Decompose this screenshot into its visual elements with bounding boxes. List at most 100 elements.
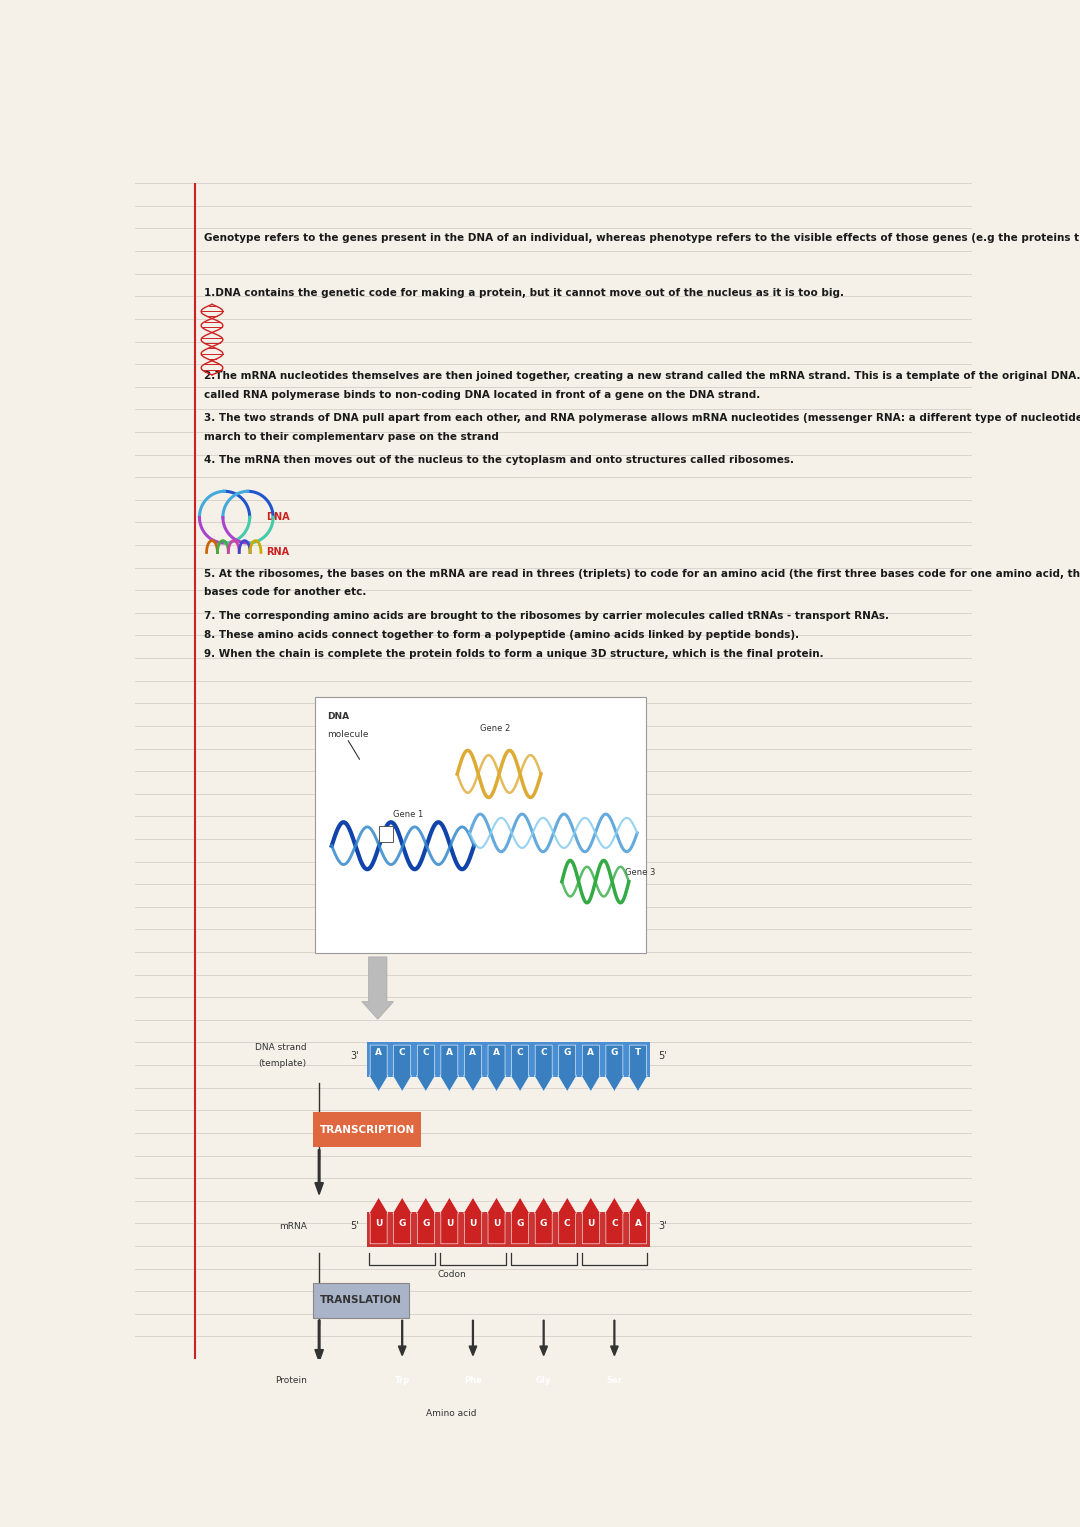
FancyArrow shape [417,1197,435,1245]
FancyArrow shape [511,1197,529,1245]
FancyArrow shape [535,1197,553,1245]
Text: C: C [564,1220,570,1228]
Text: 3. The two strands of DNA pull apart from each other, and RNA polymerase allows : 3. The two strands of DNA pull apart fro… [204,414,1080,423]
Polygon shape [531,1368,556,1393]
FancyArrow shape [440,1044,459,1092]
FancyArrow shape [511,1044,529,1092]
FancyBboxPatch shape [313,1112,421,1147]
Text: 2.The mRNA nucleotides themselves are then joined together, creating a new stran: 2.The mRNA nucleotides themselves are th… [204,371,1080,382]
Text: C: C [516,1048,524,1057]
FancyArrow shape [610,1321,618,1356]
Bar [379,826,393,843]
Text: G: G [564,1048,571,1057]
Text: C: C [422,1048,429,1057]
FancyArrow shape [362,957,393,1019]
Text: (template): (template) [258,1060,307,1069]
Text: 9. When the chain is complete the protein folds to form a unique 3D structure, w: 9. When the chain is complete the protei… [204,649,823,658]
Text: Gene 2: Gene 2 [480,724,510,733]
Text: Trp: Trp [394,1376,409,1385]
Text: 3': 3' [350,1051,359,1061]
FancyArrow shape [581,1197,600,1245]
Text: Genotype refers to the genes present in the DNA of an individual, whereas phenot: Genotype refers to the genes present in … [204,234,1080,243]
Polygon shape [390,1368,415,1393]
Text: Ser: Ser [606,1376,622,1385]
Text: TRANSLATION: TRANSLATION [320,1295,402,1306]
FancyArrow shape [463,1044,483,1092]
Text: A: A [634,1220,642,1228]
Text: Gly: Gly [536,1376,552,1385]
FancyArrow shape [487,1044,505,1092]
Text: DNA: DNA [267,512,291,522]
Text: G: G [540,1220,548,1228]
FancyArrow shape [469,1321,476,1356]
Text: bases code for another etc.: bases code for another etc. [204,588,366,597]
Text: molecule: molecule [327,730,369,739]
Text: 1.DNA contains the genetic code for making a protein, but it cannot move out of : 1.DNA contains the genetic code for maki… [204,289,843,298]
FancyArrow shape [393,1197,411,1245]
Text: A: A [470,1048,476,1057]
Text: 5': 5' [658,1051,666,1061]
Text: DNA: DNA [327,712,350,721]
FancyArrow shape [535,1044,553,1092]
Text: U: U [588,1220,594,1228]
Text: Amino acid: Amino acid [427,1408,477,1417]
FancyArrow shape [629,1197,647,1245]
Text: G: G [610,1048,618,1057]
Text: 5. At the ribosomes, the bases on the mRNA are read in threes (triplets) to code: 5. At the ribosomes, the bases on the mR… [204,568,1080,579]
Text: 3': 3' [658,1222,666,1231]
FancyBboxPatch shape [367,1212,650,1248]
Text: Protein: Protein [274,1376,307,1385]
Text: 4. The mRNA then moves out of the nucleus to the cytoplasm and onto structures c: 4. The mRNA then moves out of the nucleu… [204,455,794,464]
FancyBboxPatch shape [313,1283,408,1318]
Text: C: C [611,1220,618,1228]
Text: A: A [375,1048,382,1057]
Text: A: A [492,1048,500,1057]
FancyArrow shape [487,1197,505,1245]
Text: RNA: RNA [267,548,289,557]
Text: C: C [540,1048,546,1057]
Text: Phe: Phe [464,1376,482,1385]
FancyArrow shape [463,1197,483,1245]
Text: G: G [399,1220,406,1228]
FancyArrow shape [605,1197,624,1245]
FancyArrow shape [399,1321,406,1356]
FancyArrow shape [315,1321,323,1362]
Text: TRANSCRIPTION: TRANSCRIPTION [320,1125,415,1135]
Text: called RNA polymerase binds to non-coding DNA located in front of a gene on the : called RNA polymerase binds to non-codin… [204,389,760,400]
FancyArrow shape [315,1150,323,1194]
Text: 5': 5' [350,1222,359,1231]
FancyArrow shape [557,1044,577,1092]
FancyBboxPatch shape [367,1041,650,1077]
FancyArrow shape [557,1197,577,1245]
FancyArrow shape [540,1321,548,1356]
Text: U: U [469,1220,476,1228]
Text: T: T [635,1048,642,1057]
Text: DNA strand: DNA strand [255,1043,307,1052]
Text: Codon: Codon [437,1270,467,1280]
FancyArrow shape [629,1044,647,1092]
FancyArrow shape [417,1044,435,1092]
Text: A: A [588,1048,594,1057]
Text: 8. These amino acids connect together to form a polypeptide (amino acids linked : 8. These amino acids connect together to… [204,629,799,640]
Text: Gene 3: Gene 3 [624,867,654,876]
Polygon shape [460,1368,486,1393]
Text: Gene 1: Gene 1 [393,809,423,818]
FancyArrow shape [440,1197,459,1245]
FancyArrow shape [369,1044,388,1092]
FancyArrow shape [581,1044,600,1092]
Text: A: A [446,1048,453,1057]
FancyBboxPatch shape [315,696,646,953]
Text: G: G [516,1220,524,1228]
Text: G: G [422,1220,430,1228]
Text: C: C [399,1048,405,1057]
Text: U: U [446,1220,453,1228]
FancyArrow shape [369,1197,388,1245]
Text: U: U [492,1220,500,1228]
FancyArrow shape [393,1044,411,1092]
Text: march to their complementarv pase on the strand: march to their complementarv pase on the… [204,432,499,443]
Text: U: U [375,1220,382,1228]
Text: 7. The corresponding amino acids are brought to the ribosomes by carrier molecul: 7. The corresponding amino acids are bro… [204,611,889,621]
FancyArrow shape [605,1044,624,1092]
Polygon shape [602,1368,627,1393]
Text: mRNA: mRNA [279,1222,307,1231]
